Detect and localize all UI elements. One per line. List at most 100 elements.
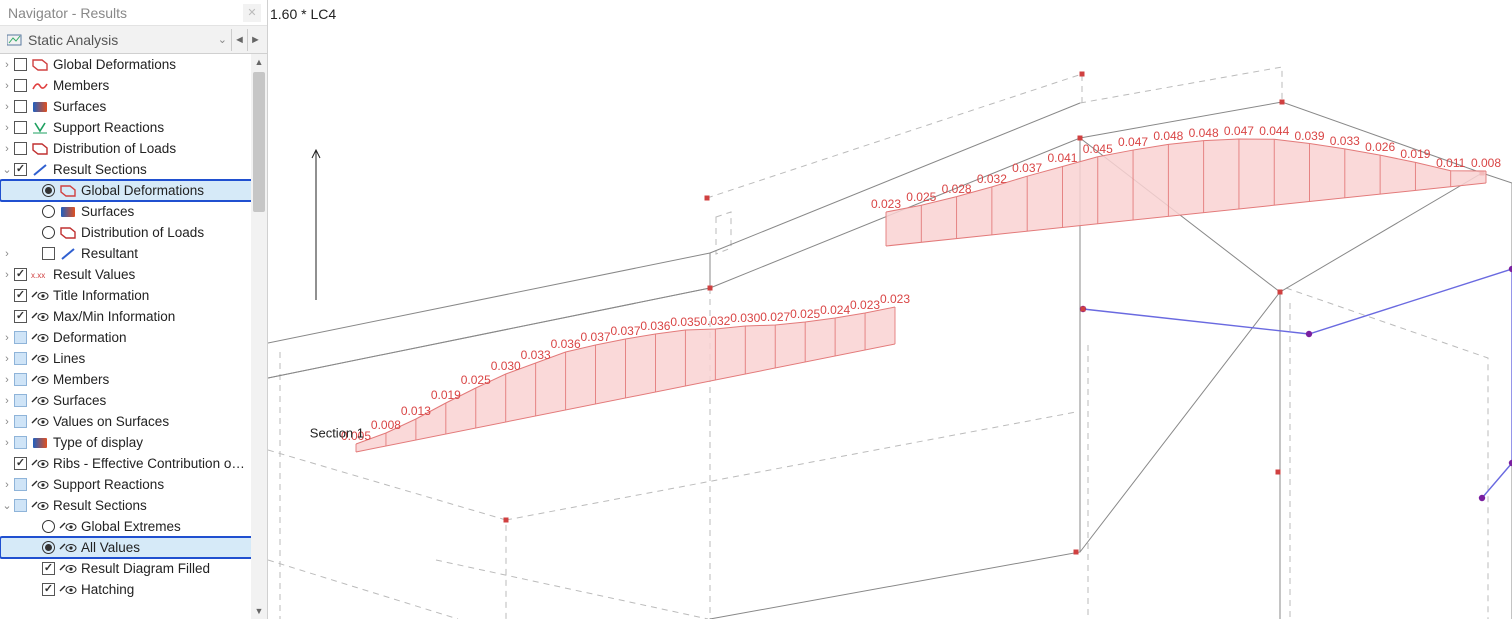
tree-item-support-reactions[interactable]: › Support Reactions xyxy=(0,117,267,138)
expander[interactable]: › xyxy=(0,80,14,92)
tree-item-global-extremes[interactable]: Global Extremes xyxy=(0,516,267,537)
next-button[interactable]: ► xyxy=(247,29,263,51)
tree-item-rs-surfaces[interactable]: Surfaces xyxy=(0,201,267,222)
checkbox[interactable] xyxy=(14,415,27,428)
tree-item-global-deformations[interactable]: ›Global Deformations xyxy=(0,54,267,75)
surfaces-icon xyxy=(59,204,77,220)
scroll-thumb[interactable] xyxy=(253,72,265,212)
eye-icon xyxy=(31,456,49,472)
checkbox[interactable] xyxy=(14,478,27,491)
tree-item-deformation[interactable]: ›Deformation xyxy=(0,327,267,348)
checkbox[interactable] xyxy=(14,142,27,155)
svg-text:x.xx: x.xx xyxy=(31,271,45,280)
expander[interactable]: › xyxy=(0,101,14,113)
scroll-up[interactable]: ▲ xyxy=(251,54,267,70)
tree-item-distribution-of-loads[interactable]: ›Distribution of Loads xyxy=(0,138,267,159)
result-value: 0.025 xyxy=(906,190,936,204)
expander[interactable]: › xyxy=(0,353,14,365)
analysis-type-dropdown[interactable]: Static Analysis ⌄ ◄ ► xyxy=(0,26,267,54)
expander[interactable]: › xyxy=(0,248,14,260)
tree-item-rs-global-deformations[interactable]: Global Deformations xyxy=(0,180,267,201)
checkbox[interactable] xyxy=(14,499,27,512)
checkbox[interactable] xyxy=(14,457,27,470)
tree-item-result-values[interactable]: › x.xx Result Values xyxy=(0,264,267,285)
result-value: 0.033 xyxy=(521,348,551,362)
checkbox[interactable] xyxy=(14,79,27,92)
checkbox[interactable] xyxy=(14,289,27,302)
tree-item-label: Surfaces xyxy=(53,393,106,408)
result-value: 0.032 xyxy=(977,172,1007,186)
checkbox[interactable] xyxy=(14,58,27,71)
checkbox[interactable] xyxy=(42,247,55,260)
checkbox[interactable] xyxy=(14,268,27,281)
tree-item-hatching[interactable]: Hatching xyxy=(0,579,267,600)
tree-item-maxmin-information[interactable]: Max/Min Information xyxy=(0,306,267,327)
eye-icon xyxy=(31,393,49,409)
expander[interactable]: › xyxy=(0,143,14,155)
tree-item-surfaces2[interactable]: › Surfaces xyxy=(0,390,267,411)
tree-item-members2[interactable]: ›Members xyxy=(0,369,267,390)
tree-item-result-diagram-filled[interactable]: Result Diagram Filled xyxy=(0,558,267,579)
tree-item-values-on-surfaces[interactable]: ›Values on Surfaces xyxy=(0,411,267,432)
tree-item-label: Result Values xyxy=(53,267,135,282)
expander[interactable]: › xyxy=(0,395,14,407)
scroll-down[interactable]: ▼ xyxy=(251,603,267,619)
checkbox[interactable] xyxy=(14,352,27,365)
tree-item-title-information[interactable]: Title Information xyxy=(0,285,267,306)
checkbox[interactable] xyxy=(14,436,27,449)
tree-item-result-sections[interactable]: ⌄Result Sections xyxy=(0,159,267,180)
radio[interactable] xyxy=(42,205,55,218)
checkbox[interactable] xyxy=(42,583,55,596)
expander[interactable]: ⌄ xyxy=(0,499,14,512)
tree-item-type-of-display[interactable]: ›Type of display xyxy=(0,432,267,453)
tree-item-rs-resultant[interactable]: ›Resultant xyxy=(0,243,267,264)
expander[interactable]: › xyxy=(0,122,14,134)
radio[interactable] xyxy=(42,541,55,554)
prev-button[interactable]: ◄ xyxy=(231,29,247,51)
result-value: 0.024 xyxy=(820,303,850,317)
radio[interactable] xyxy=(42,520,55,533)
tree-item-label: Ribs - Effective Contribution on S... xyxy=(53,456,249,471)
checkbox[interactable] xyxy=(14,121,27,134)
tree-item-label: Support Reactions xyxy=(53,477,164,492)
expander[interactable]: › xyxy=(0,59,14,71)
checkbox[interactable] xyxy=(14,163,27,176)
radio[interactable] xyxy=(42,184,55,197)
result-value: 0.026 xyxy=(1365,140,1395,154)
tree-scrollbar[interactable]: ▲ ▼ xyxy=(251,54,267,619)
expander[interactable]: › xyxy=(0,479,14,491)
result-value: 0.028 xyxy=(942,182,972,196)
checkbox[interactable] xyxy=(14,100,27,113)
tree-item-all-values[interactable]: All Values xyxy=(0,537,267,558)
checkbox[interactable] xyxy=(14,373,27,386)
surfaces-icon xyxy=(31,99,49,115)
tree-item-result-sections2[interactable]: ⌄Result Sections xyxy=(0,495,267,516)
expander[interactable]: ⌄ xyxy=(0,163,14,176)
checkbox[interactable] xyxy=(14,394,27,407)
tree-item-members[interactable]: ›Members xyxy=(0,75,267,96)
expander[interactable]: › xyxy=(0,332,14,344)
result-value: 0.030 xyxy=(491,359,521,373)
tree-item-surfaces[interactable]: ›Surfaces xyxy=(0,96,267,117)
checkbox[interactable] xyxy=(42,562,55,575)
expander[interactable]: › xyxy=(0,374,14,386)
tree-item-support-reactions2[interactable]: › Support Reactions xyxy=(0,474,267,495)
tree-item-lines[interactable]: › Lines xyxy=(0,348,267,369)
checkbox[interactable] xyxy=(14,331,27,344)
tree-item-label: Lines xyxy=(53,351,85,366)
dropdown-chevron-icon[interactable]: ⌄ xyxy=(214,33,231,46)
expander[interactable]: › xyxy=(0,437,14,449)
checkbox[interactable] xyxy=(14,310,27,323)
tree-item-ribs[interactable]: Ribs - Effective Contribution on S... xyxy=(0,453,267,474)
tree-item-label: Support Reactions xyxy=(53,120,164,135)
radio[interactable] xyxy=(42,226,55,239)
result-value: 0.023 xyxy=(871,197,901,211)
tree-item-rs-distribution-of-loads[interactable]: Distribution of Loads xyxy=(0,222,267,243)
panel-close-button[interactable]: ✕ xyxy=(243,4,261,22)
expander[interactable]: › xyxy=(0,416,14,428)
panel-title: Navigator - Results xyxy=(8,5,127,21)
result-value: 0.025 xyxy=(790,307,820,321)
expander[interactable]: › xyxy=(0,269,14,281)
eye-icon xyxy=(31,351,49,367)
model-viewport[interactable]: 1.60 * LC4 0.0050.0080.0130.0190.0250.03… xyxy=(268,0,1512,619)
